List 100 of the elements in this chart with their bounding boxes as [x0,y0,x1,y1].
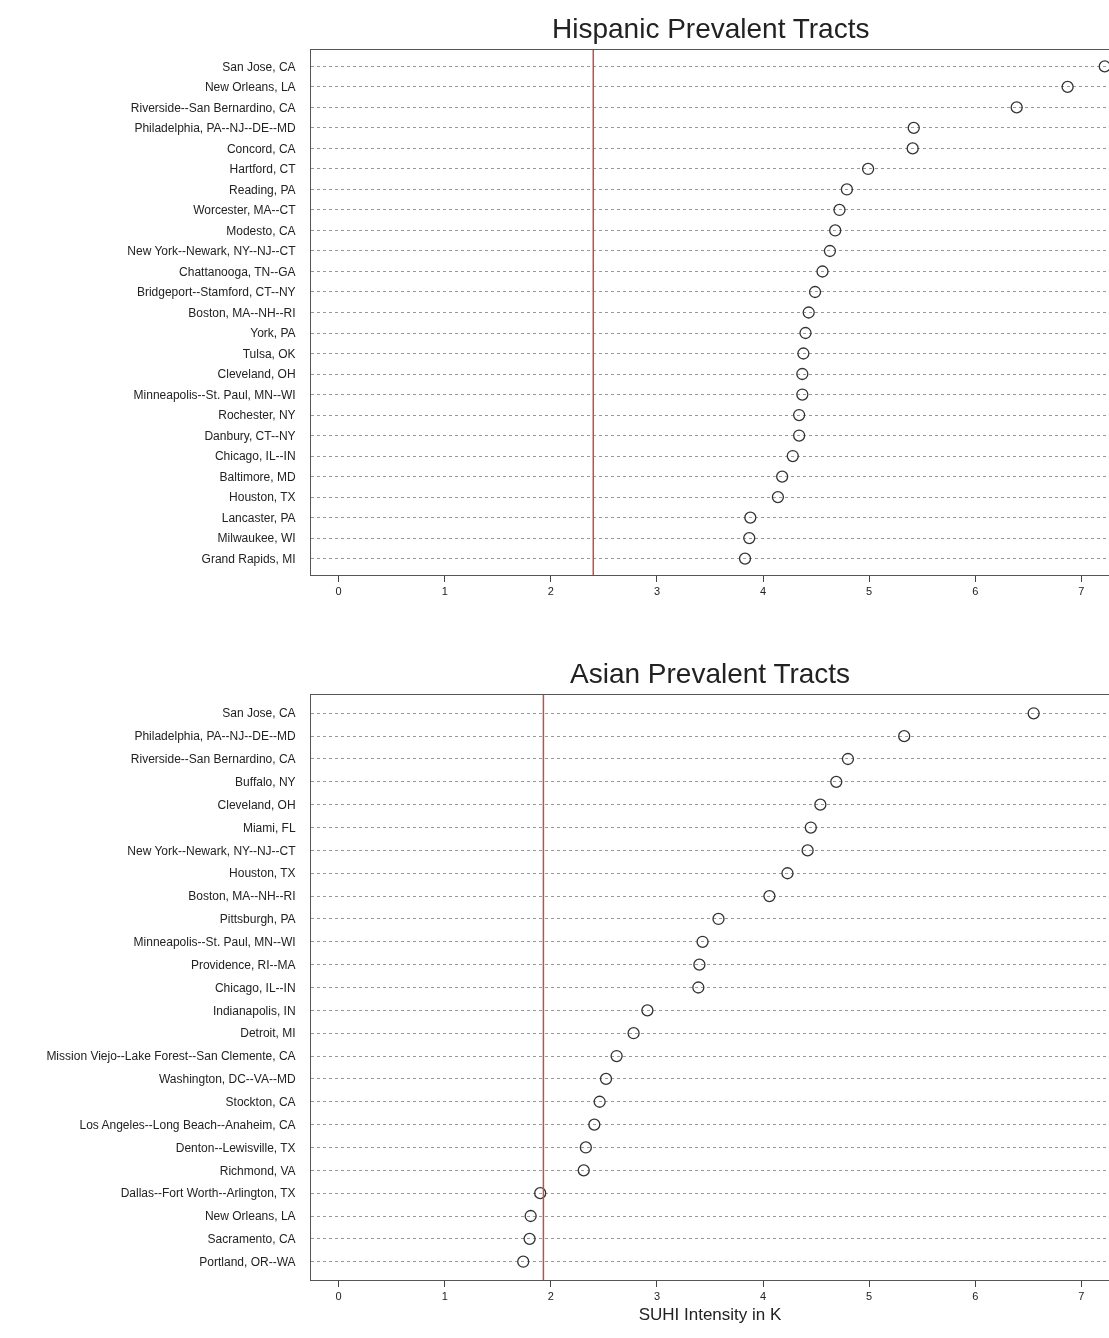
y-tick-label: Indianapolis, IN [212,1003,296,1018]
point [763,889,776,903]
y-tick-label: Dallas--Fort Worth--Arlington, TX [120,1186,296,1201]
point [588,1118,601,1131]
y-tick-label: Chicago, IL--IN [214,449,296,464]
x-tick-label: 4 [760,1290,767,1303]
point [907,121,920,135]
y-tick-label: Riverside--San Bernardino, CA [130,752,296,767]
point [792,408,806,422]
y-tick-label: Providence, RI--MA [190,957,296,972]
point [627,1027,640,1040]
x-tick-label: 7 [1078,585,1085,598]
point [534,1187,547,1200]
point [1010,101,1023,114]
point [861,162,875,176]
x-tick-label: 3 [653,1290,660,1303]
y-tick-label: Concord, CA [226,141,296,156]
point [781,867,794,880]
y-tick-label: New Orleans, LA [204,80,296,95]
y-tick-label: Baltimore, MD [219,469,296,484]
x-tick-label: 0 [335,585,342,598]
point [841,752,855,766]
point [823,244,837,258]
y-tick-label: Buffalo, NY [235,775,296,790]
y-tick-label: Minneapolis--St. Paul, MN--WI [133,387,296,402]
point [696,935,709,948]
y-tick-label: Cleveland, OH [217,797,296,812]
y-tick-label: York, PA [250,326,296,341]
point [792,429,806,442]
point [1098,60,1109,73]
point [796,388,809,401]
point [524,1209,537,1223]
point [814,798,827,811]
point [1027,707,1040,720]
point [776,470,789,483]
point [804,821,817,834]
y-tick-label: Miami, FL [242,820,296,835]
y-tick-label: Portland, OR--WA [199,1254,296,1269]
y-tick-label: Lancaster, PA [221,510,296,525]
y-tick-label: Denton--Lewisville, TX [175,1140,296,1155]
y-tick-label: San Jose, CA [222,59,296,74]
point [599,1072,613,1086]
point [802,306,815,319]
y-tick-label: Houston, TX [229,490,296,505]
y-tick-label: Tulsa, OK [242,346,296,361]
x-tick-label: 5 [866,585,873,598]
y-tick-label: New York--Newark, NY--NJ--CT [127,244,297,259]
point [796,367,809,381]
y-tick-label: Stockton, CA [225,1094,296,1109]
y-tick-label: Hartford, CT [229,162,297,177]
point [840,183,854,196]
y-tick-label: Houston, TX [229,866,296,881]
point [830,775,843,788]
point [906,142,919,155]
y-tick-label: Chattanooga, TN--GA [179,264,296,279]
y-tick-label: San Jose, CA [222,706,296,721]
y-tick-label: Minneapolis--St. Paul, MN--WI [133,935,296,949]
point [808,285,822,299]
y-tick-label: Danbury, CT--NY [204,428,296,443]
y-tick-label: Boston, MA--NH--RI [188,889,296,904]
y-tick-label: Washington, DC--VA--MD [158,1072,296,1087]
point [898,729,911,743]
y-tick-label: Mission Viejo--Lake Forest--San Clemente, CA [46,1049,296,1064]
x-tick-label: 6 [972,1290,979,1303]
point [797,347,810,360]
x-tick-label: 0 [335,1290,342,1303]
y-tick-label: Pittsburgh, PA [219,912,296,927]
point [693,958,706,971]
point [799,326,812,340]
x-tick-label: 7 [1078,1290,1085,1303]
y-tick-label: Richmond, VA [219,1163,296,1178]
y-tick-label: New Orleans, LA [204,1209,296,1224]
x-axis-title: SUHI Intensity in K [638,1304,782,1324]
chart-title: Hispanic Prevalent Tracts [552,13,870,44]
point [523,1232,536,1246]
point [593,1095,606,1108]
point [692,981,705,994]
x-tick-label: 1 [441,1290,448,1303]
point [577,1164,590,1177]
point [786,449,799,463]
y-tick-label: Modesto, CA [226,223,296,238]
y-tick-label: Los Angeles--Long Beach--Anaheim, CA [79,1117,296,1132]
point [744,511,757,524]
y-tick-label: Cleveland, OH [217,367,296,382]
y-tick-label: Philadelphia, PA--NJ--DE--MD [134,121,296,136]
x-tick-label: 3 [653,585,660,598]
y-tick-label: Grand Rapids, MI [201,551,296,566]
y-tick-label: Rochester, NY [218,408,296,423]
x-tick-label: 2 [547,1290,554,1303]
point [738,552,752,565]
y-tick-label: Boston, MA--NH--RI [188,305,296,320]
point [816,265,829,278]
y-tick-label: Reading, PA [229,182,296,197]
point [1061,80,1074,94]
point [641,1004,654,1017]
chart-title: Asian Prevalent Tracts [570,658,851,689]
x-tick-label: 6 [972,585,979,598]
point [712,912,725,926]
x-tick-label: 1 [441,585,448,598]
y-tick-label: Bridgeport--Stamford, CT--NY [136,285,296,300]
